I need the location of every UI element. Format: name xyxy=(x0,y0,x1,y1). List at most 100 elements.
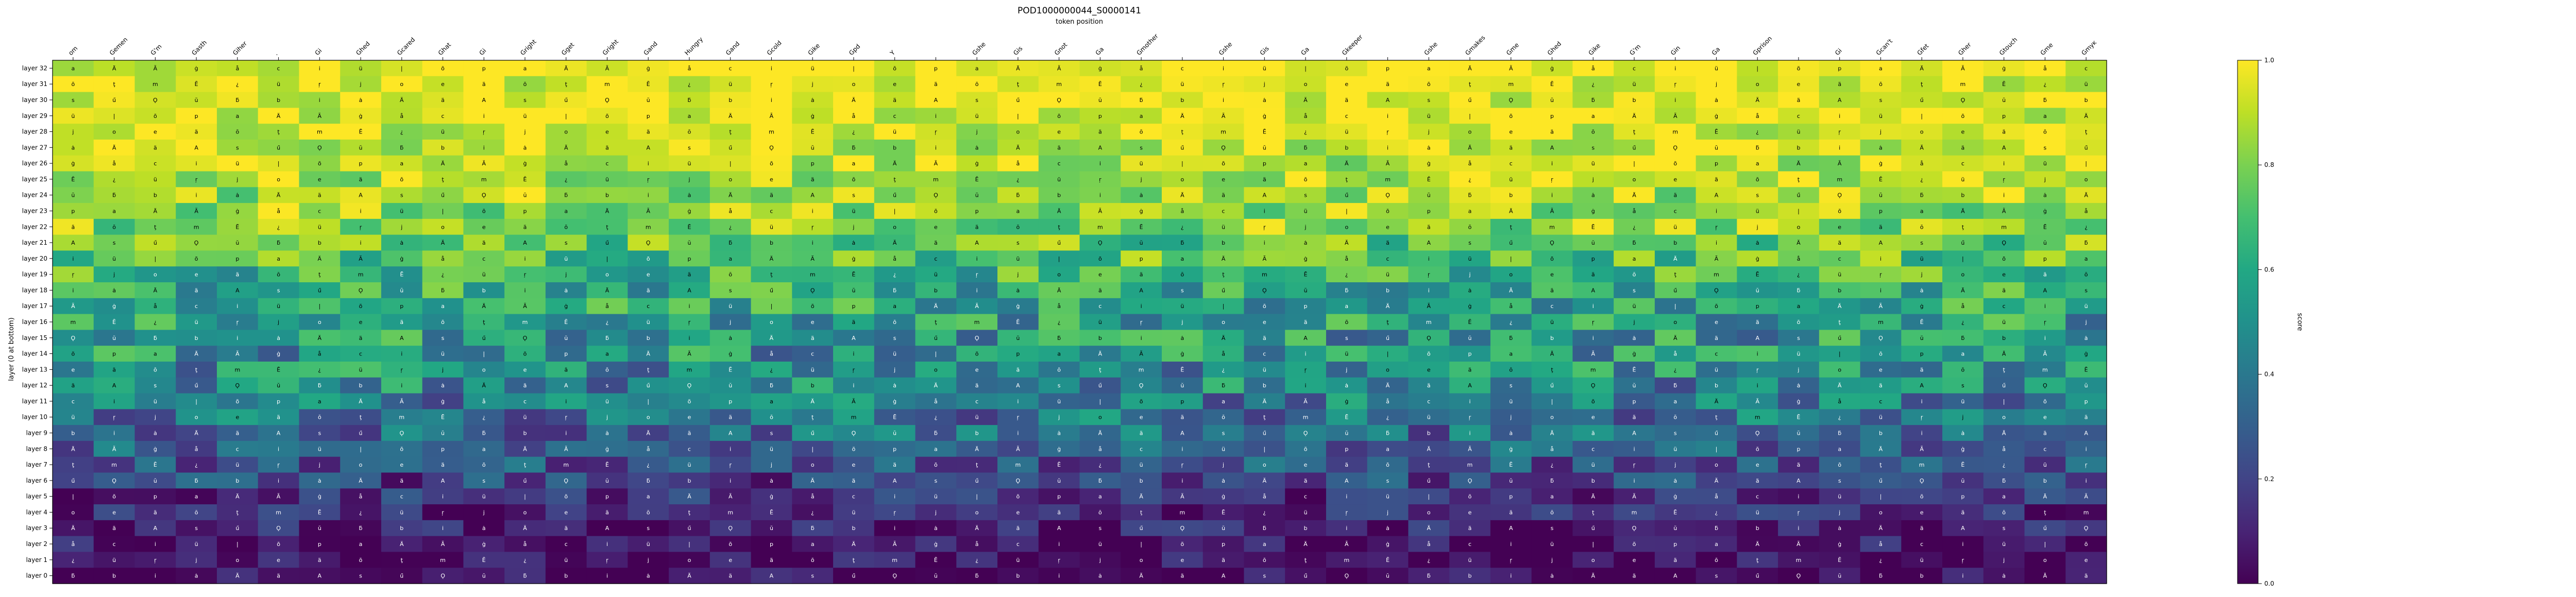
heatmap-cell-label: ŗ xyxy=(1140,319,1143,326)
heatmap-cell xyxy=(669,124,710,140)
heatmap-cell xyxy=(586,124,628,140)
x-tick-label: G'm xyxy=(149,43,163,57)
heatmap-cell-label: Ã xyxy=(1263,255,1267,262)
heatmap-cell-label: å xyxy=(728,208,732,214)
heatmap-cell-label: i xyxy=(278,446,279,452)
heatmap-cell-label: p xyxy=(154,493,157,500)
heatmap-cell-label: å xyxy=(318,351,321,357)
heatmap-cell-label: ű xyxy=(893,192,896,199)
heatmap-cell-label: i xyxy=(1305,382,1307,389)
heatmap-cell-label: å xyxy=(523,541,527,548)
heatmap-cell-label: a xyxy=(1715,541,1718,548)
heatmap-cell-label: å xyxy=(1468,160,1472,167)
heatmap-cell-label: ŭ xyxy=(1263,144,1266,151)
heatmap-cell-label: ä xyxy=(195,129,198,135)
heatmap-cell-label: ƃ xyxy=(71,573,75,579)
heatmap-cell-label: ţ xyxy=(483,319,485,326)
x-tick-label: Ga xyxy=(1710,45,1722,57)
heatmap-cell xyxy=(299,139,341,156)
heatmap-cell xyxy=(628,76,669,93)
chart-title: POD1000000044_S0000141 xyxy=(1018,6,1141,16)
y-tick-label: layer 3 xyxy=(26,524,47,532)
heatmap-cell-label: i xyxy=(1716,208,1717,214)
heatmap-cell xyxy=(1901,155,1943,172)
heatmap-cell-label: s xyxy=(1674,430,1677,437)
heatmap-cell-label: ġ xyxy=(1673,493,1677,500)
heatmap-cell-label: j xyxy=(483,509,485,516)
heatmap-cell-label: ü xyxy=(1920,557,1924,564)
heatmap-cell-label: e xyxy=(1427,366,1431,373)
heatmap-cell-label: å xyxy=(1838,398,1841,405)
heatmap-cell xyxy=(1572,171,1614,187)
heatmap-cell-label: Ē xyxy=(852,271,855,278)
heatmap-cell xyxy=(1778,60,1820,77)
x-tick-label: Gprison xyxy=(1751,35,1773,57)
heatmap-cell-label: m xyxy=(2042,366,2048,373)
heatmap-cell xyxy=(1778,92,1820,108)
heatmap-cell-label: Ǫ xyxy=(810,287,815,294)
heatmap-cell xyxy=(1121,92,1162,108)
heatmap-cell-label: ¿ xyxy=(1140,81,1143,88)
heatmap-cell xyxy=(1079,124,1121,140)
heatmap-cell-label: ġ xyxy=(934,541,938,548)
heatmap-cell-label: ü xyxy=(687,160,691,167)
heatmap-cell-label: Ä xyxy=(1797,160,1801,167)
heatmap-cell xyxy=(709,139,752,156)
heatmap-cell-label: ŗ xyxy=(688,319,691,326)
heatmap-cell xyxy=(1121,76,1162,93)
heatmap-cell xyxy=(340,60,382,77)
heatmap-cell-label: Ē xyxy=(2043,224,2047,230)
heatmap-cell-label: õ xyxy=(1222,160,1225,167)
heatmap-cell-label: j xyxy=(1304,224,1307,230)
heatmap-cell-label: Ä xyxy=(810,477,815,484)
heatmap-cell-label: ŭ xyxy=(195,97,198,104)
heatmap-cell-label: s xyxy=(154,382,157,389)
heatmap-cell-label: ä xyxy=(728,573,732,579)
heatmap-cell-label: ü xyxy=(195,541,198,548)
heatmap-cell xyxy=(2024,139,2066,156)
heatmap-cell-label: õ xyxy=(770,160,773,167)
heatmap-cell-label: Ä xyxy=(975,525,979,532)
heatmap-cell-label: ġ xyxy=(564,303,568,310)
heatmap-cell-label: Ä xyxy=(523,525,527,532)
heatmap-cell-label: ţ xyxy=(1181,129,1184,135)
heatmap-cell xyxy=(258,187,300,203)
heatmap-cell-label: a xyxy=(1591,113,1595,120)
heatmap-cell xyxy=(134,171,176,187)
heatmap-cell-label: s xyxy=(277,287,280,294)
heatmap-cell-label: b xyxy=(605,192,609,199)
heatmap-cell xyxy=(669,108,710,124)
heatmap-cell-label: ű xyxy=(1838,335,1841,342)
heatmap-cell-label: ü xyxy=(1879,113,1883,120)
heatmap-cell-label: ŭ xyxy=(2084,382,2088,389)
heatmap-cell-label: | xyxy=(1181,160,1183,167)
heatmap-cell xyxy=(93,187,135,203)
heatmap-cell-label: õ xyxy=(975,351,979,357)
heatmap-cell-label: j xyxy=(154,414,156,421)
heatmap-cell-label: ä xyxy=(2002,129,2006,135)
heatmap-cell-label: ü xyxy=(1222,446,1225,452)
heatmap-cell xyxy=(1778,171,1820,187)
heatmap-cell-label: a xyxy=(893,303,896,310)
heatmap-cell xyxy=(545,60,587,77)
heatmap-cell-label: A xyxy=(1222,573,1226,579)
x-tick-label: Ghat xyxy=(437,41,453,57)
y-tick-label: layer 30 xyxy=(22,96,47,104)
heatmap-cell xyxy=(216,171,259,187)
heatmap-cell-label: Ē xyxy=(2002,81,2006,88)
heatmap-cell-label: p xyxy=(195,113,198,120)
heatmap-cell-label: e xyxy=(523,366,527,373)
heatmap-cell-label: ġ xyxy=(1879,160,1883,167)
heatmap-cell-label: m xyxy=(851,414,857,421)
y-tick-label: layer 7 xyxy=(26,461,47,468)
heatmap-cell-label: Ǫ xyxy=(235,382,240,389)
heatmap-cell-label: Ē xyxy=(235,224,239,230)
heatmap-cell xyxy=(463,139,505,156)
heatmap-cell-label: o xyxy=(1797,224,1801,230)
heatmap-cell-label: ţ xyxy=(1058,224,1060,230)
heatmap-cell-label: õ xyxy=(852,446,856,452)
heatmap-cell-label: ŗ xyxy=(1551,176,1553,183)
heatmap-cell-label: s xyxy=(1510,382,1513,389)
heatmap-cell-label: i xyxy=(319,65,320,72)
heatmap-cell-label: m xyxy=(1179,509,1185,516)
